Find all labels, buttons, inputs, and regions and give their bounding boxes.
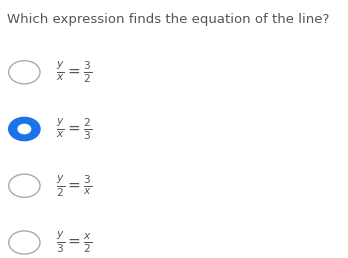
Text: Which expression finds the equation of the line?: Which expression finds the equation of t…	[7, 13, 329, 26]
Circle shape	[9, 231, 40, 254]
Text: $\frac{y}{2} = \frac{3}{x}$: $\frac{y}{2} = \frac{3}{x}$	[56, 173, 92, 199]
Circle shape	[18, 124, 31, 134]
Text: $\frac{y}{3} = \frac{x}{2}$: $\frac{y}{3} = \frac{x}{2}$	[56, 230, 92, 255]
Text: $\frac{y}{x} = \frac{3}{2}$: $\frac{y}{x} = \frac{3}{2}$	[56, 59, 92, 85]
Circle shape	[9, 117, 40, 141]
Circle shape	[9, 61, 40, 84]
Circle shape	[9, 174, 40, 197]
Text: $\frac{y}{x} = \frac{2}{3}$: $\frac{y}{x} = \frac{2}{3}$	[56, 116, 92, 142]
